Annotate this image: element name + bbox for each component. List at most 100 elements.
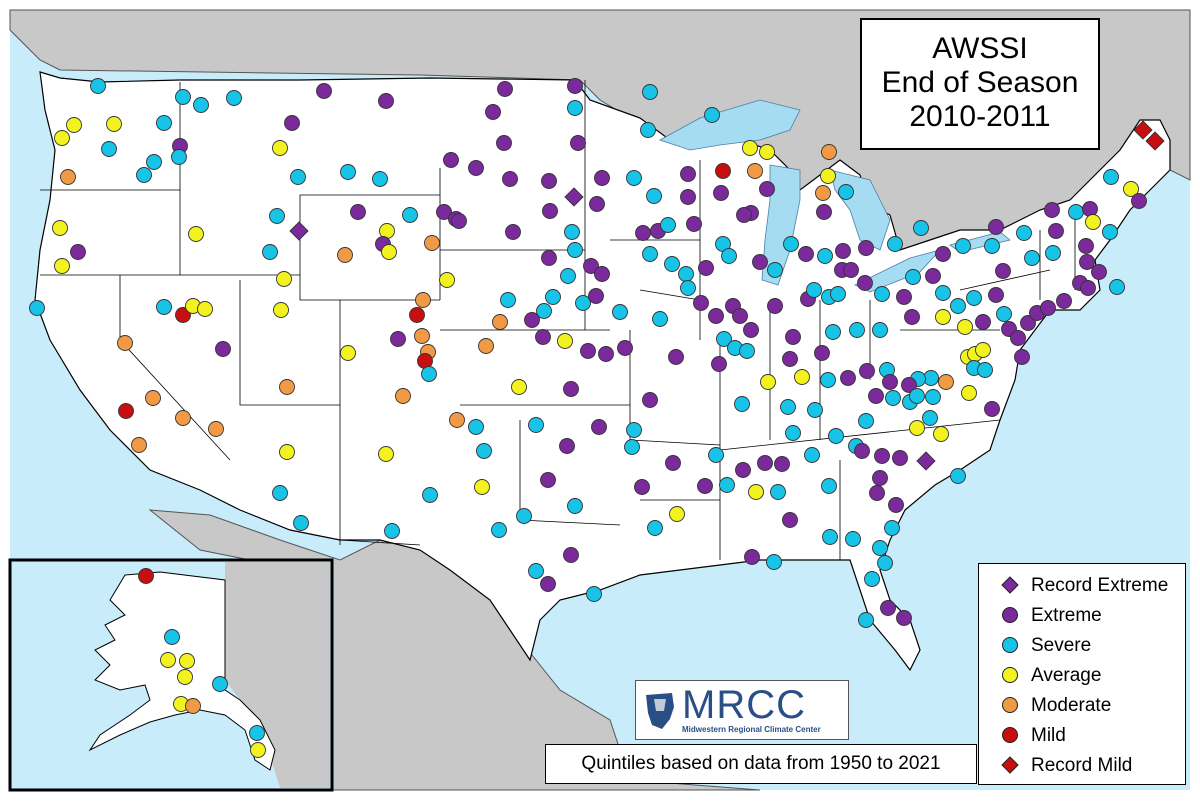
station-marker-severe xyxy=(664,256,680,272)
station-marker-severe xyxy=(290,169,306,185)
station-marker-average xyxy=(340,345,356,361)
legend-item-average: Average xyxy=(979,661,1185,691)
legend-item-record-mild: Record Mild xyxy=(979,751,1185,781)
station-marker-severe xyxy=(680,280,696,296)
station-marker-average xyxy=(935,309,951,325)
station-marker-severe xyxy=(950,298,966,314)
station-marker-severe xyxy=(1045,245,1061,261)
station-marker-severe xyxy=(646,188,662,204)
station-marker-severe xyxy=(820,372,836,388)
station-marker-extreme xyxy=(1082,201,1098,217)
station-marker-severe xyxy=(822,529,838,545)
station-marker-severe xyxy=(575,295,591,311)
legend-label: Average xyxy=(1031,665,1102,686)
station-marker-extreme xyxy=(1079,254,1095,270)
station-marker-severe xyxy=(1102,224,1118,240)
station-marker-severe xyxy=(652,311,668,327)
legend-item-mild: Mild xyxy=(979,721,1185,751)
station-marker-extreme xyxy=(390,331,406,347)
station-marker-severe xyxy=(708,447,724,463)
station-marker-severe xyxy=(1109,279,1125,295)
station-marker-extreme xyxy=(744,549,760,565)
station-marker-severe xyxy=(564,224,580,240)
station-marker-severe xyxy=(806,282,822,298)
station-marker-extreme xyxy=(598,346,614,362)
station-marker-severe xyxy=(1103,169,1119,185)
station-marker-average xyxy=(933,426,949,442)
station-marker-severe xyxy=(905,269,921,285)
station-marker-extreme xyxy=(872,470,888,486)
station-marker-severe xyxy=(421,366,437,382)
station-marker-extreme xyxy=(785,329,801,345)
station-marker-moderate xyxy=(821,144,837,160)
mrcc-logo-subtitle: Midwestern Regional Climate Center xyxy=(682,725,821,734)
station-marker-extreme xyxy=(591,419,607,435)
station-marker-severe xyxy=(766,554,782,570)
station-marker-severe xyxy=(624,439,640,455)
station-marker-moderate xyxy=(478,338,494,354)
station-marker-extreme xyxy=(1044,202,1060,218)
station-marker-moderate xyxy=(395,388,411,404)
station-marker-extreme xyxy=(814,345,830,361)
station-marker-record-extreme xyxy=(916,451,936,471)
station-marker-severe xyxy=(156,115,172,131)
station-marker-severe xyxy=(996,306,1012,322)
station-marker-severe xyxy=(626,422,642,438)
station-marker-moderate xyxy=(185,698,201,714)
station-marker-extreme xyxy=(680,189,696,205)
station-marker-severe xyxy=(1016,225,1032,241)
station-marker-severe xyxy=(528,417,544,433)
station-marker-average xyxy=(188,226,204,242)
mild-circle-icon xyxy=(1002,727,1018,743)
station-marker-severe xyxy=(642,84,658,100)
station-marker-severe xyxy=(955,238,971,254)
station-marker-severe xyxy=(739,343,755,359)
station-marker-extreme xyxy=(589,196,605,212)
station-marker-extreme xyxy=(882,374,898,390)
station-marker-severe xyxy=(269,208,285,224)
station-marker-average xyxy=(742,140,758,156)
station-marker-average xyxy=(54,258,70,274)
station-marker-severe xyxy=(704,107,720,123)
station-marker-moderate xyxy=(424,235,440,251)
station-marker-extreme xyxy=(697,478,713,494)
station-marker-extreme xyxy=(378,93,394,109)
station-marker-severe xyxy=(858,612,874,628)
station-marker-moderate xyxy=(414,328,430,344)
station-marker-extreme xyxy=(888,497,904,513)
record-mild-diamond-icon xyxy=(1001,756,1019,774)
station-marker-average xyxy=(748,484,764,500)
station-marker-moderate xyxy=(208,421,224,437)
station-marker-mild xyxy=(715,163,731,179)
station-marker-extreme xyxy=(1048,223,1064,239)
station-marker-average xyxy=(759,144,775,160)
station-marker-extreme xyxy=(505,224,521,240)
station-marker-extreme xyxy=(975,314,991,330)
station-marker-extreme xyxy=(588,288,604,304)
station-marker-extreme xyxy=(524,312,540,328)
legend: Record Extreme Extreme Severe Average Mo… xyxy=(978,563,1186,785)
station-marker-extreme xyxy=(693,295,709,311)
station-marker-severe xyxy=(156,299,172,315)
station-marker-average xyxy=(909,420,925,436)
station-marker-severe xyxy=(807,402,823,418)
station-marker-severe xyxy=(872,540,888,556)
data-range-footnote: Quintiles based on data from 1950 to 202… xyxy=(545,744,977,784)
station-marker-extreme xyxy=(835,243,851,259)
station-marker-extreme xyxy=(892,450,908,466)
midwest-region-glyph xyxy=(646,693,674,729)
legend-item-moderate: Moderate xyxy=(979,691,1185,721)
station-marker-severe xyxy=(785,425,801,441)
map-title-box: AWSSI End of Season 2010-2011 xyxy=(860,18,1100,150)
station-marker-moderate xyxy=(492,314,508,330)
extreme-circle-icon xyxy=(1002,607,1018,623)
station-marker-severe xyxy=(567,100,583,116)
legend-label: Severe xyxy=(1031,635,1092,656)
station-marker-extreme xyxy=(594,266,610,282)
station-marker-severe xyxy=(340,164,356,180)
station-marker-extreme xyxy=(782,512,798,528)
station-marker-extreme xyxy=(1010,330,1026,346)
station-marker-severe xyxy=(977,362,993,378)
station-marker-severe xyxy=(734,396,750,412)
station-marker-extreme xyxy=(570,135,586,151)
